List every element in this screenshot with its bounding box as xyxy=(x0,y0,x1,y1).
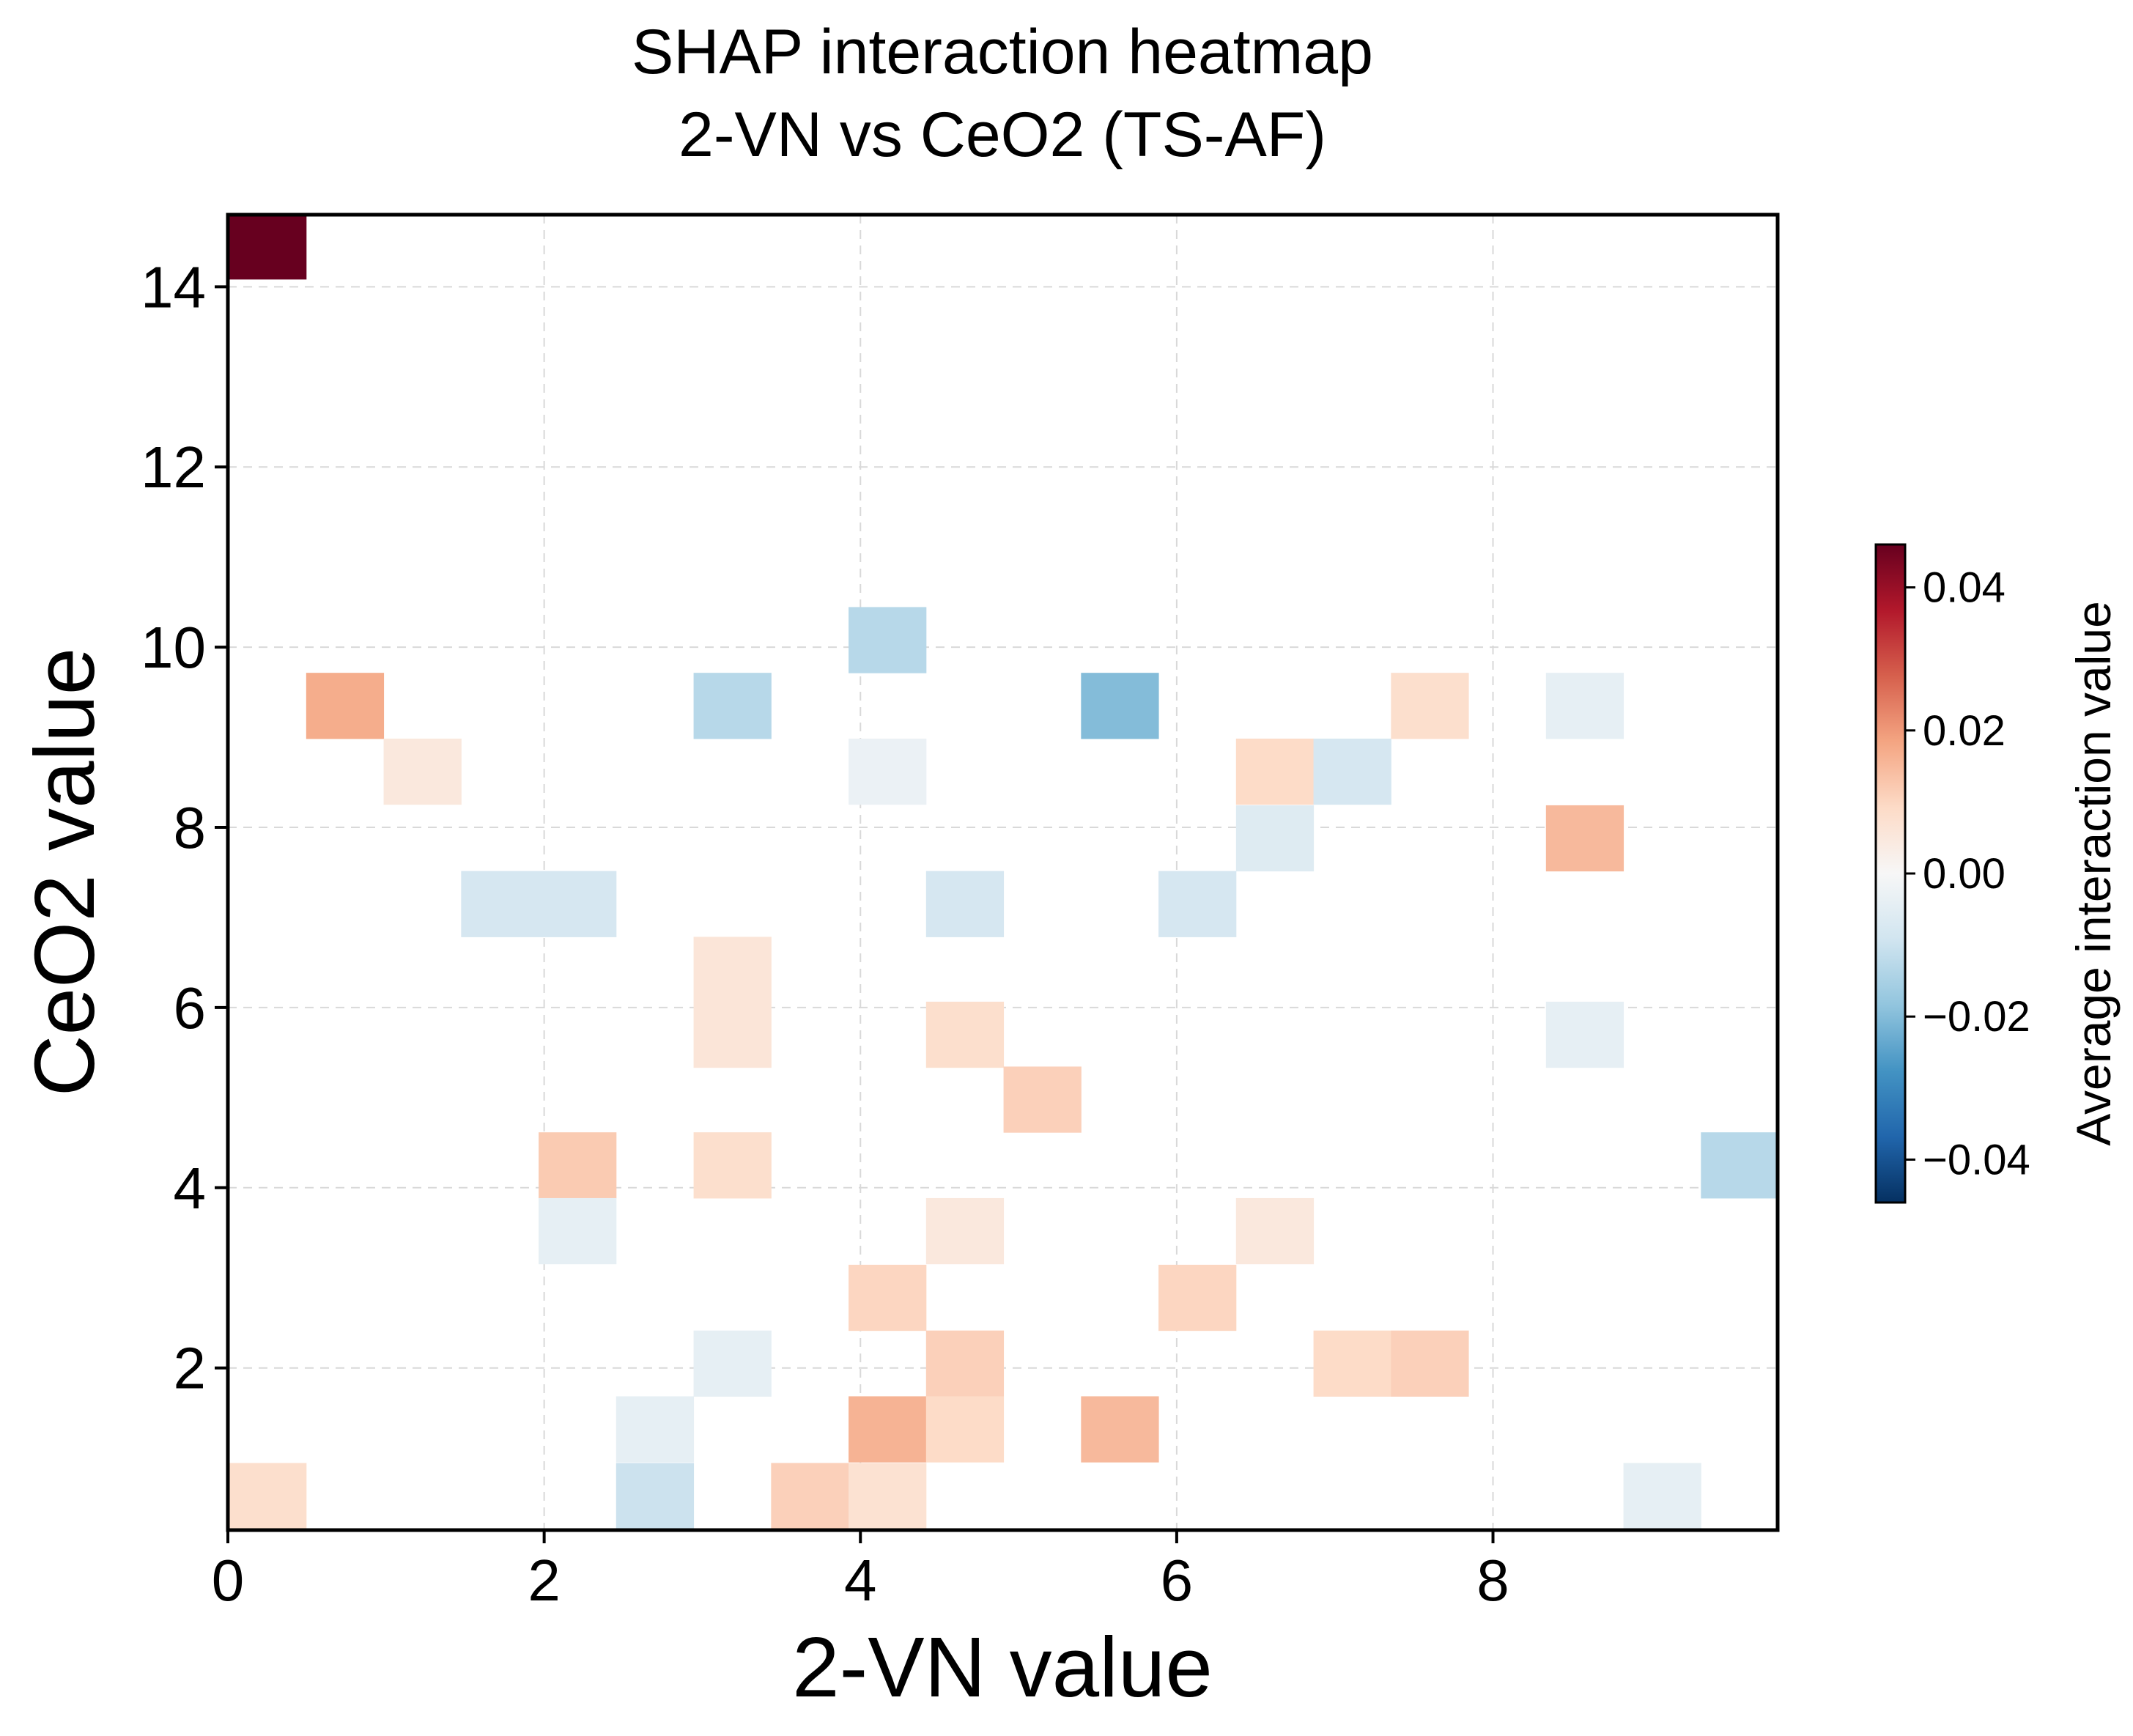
y-tick-label-1: 4 xyxy=(174,1156,207,1221)
heatmap-cell-22 xyxy=(925,1197,1005,1265)
y-axis-label: CeO2 value xyxy=(17,648,112,1097)
colorbar xyxy=(1874,543,1907,1204)
heatmap-cell-28 xyxy=(1158,871,1237,937)
x-tick-label-3: 6 xyxy=(1161,1548,1194,1613)
heatmap-cell-21 xyxy=(925,1001,1005,1068)
plot-frame xyxy=(226,213,1780,1532)
y-tick-label-3: 8 xyxy=(174,795,207,860)
heatmap-cell-0 xyxy=(229,215,307,280)
heatmap-cell-30 xyxy=(1235,738,1315,805)
heatmap-cell-42 xyxy=(229,1463,307,1529)
y-tick-label-5: 12 xyxy=(141,435,206,500)
heatmap-cell-39 xyxy=(1545,1001,1624,1068)
heatmap-cell-4 xyxy=(539,871,617,937)
chart-title-line-1: SHAP interaction heatmap xyxy=(632,17,1373,87)
heatmap-cell-37 xyxy=(1545,673,1624,739)
heatmap-cell-8 xyxy=(615,1463,695,1529)
colorbar-tick-label-4: −0.04 xyxy=(1923,1136,2030,1183)
heatmap-cell-10 xyxy=(693,937,772,1003)
heatmap-cell-2 xyxy=(383,738,462,805)
colorbar-tick-label-1: 0.02 xyxy=(1923,707,2006,755)
x-tick-label-2: 4 xyxy=(844,1548,877,1613)
colorbar-tick-label-0: 0.04 xyxy=(1923,564,2006,612)
chart-title-line-2: 2-VN vs CeO2 (TS-AF) xyxy=(679,100,1326,170)
heatmap-cell-36 xyxy=(1391,1330,1469,1397)
heatmap-cell-11 xyxy=(693,1001,772,1068)
heatmap-cell-24 xyxy=(925,1396,1005,1463)
heatmap-cell-7 xyxy=(615,1396,695,1463)
heatmap-cell-27 xyxy=(1081,1396,1159,1463)
y-tick-label-0: 2 xyxy=(174,1336,207,1401)
y-axis: 2 4 6 8 10 12 14 xyxy=(141,254,228,1401)
heatmap-cell-33 xyxy=(1313,738,1391,805)
heatmap-cell-6 xyxy=(539,1197,617,1265)
heatmap-cell-16 xyxy=(849,738,927,805)
heatmap-cell-23 xyxy=(925,1330,1005,1397)
heatmap-cell-3 xyxy=(461,871,539,937)
heatmap-cell-18 xyxy=(849,1396,927,1463)
heatmap-cell-29 xyxy=(1158,1264,1237,1331)
heatmap-cell-31 xyxy=(1235,805,1315,872)
heatmap-cell-1 xyxy=(306,673,385,739)
heatmap-cell-32 xyxy=(1235,1197,1315,1265)
heatmap-cell-19 xyxy=(849,1463,927,1529)
y-tick-label-6: 14 xyxy=(141,254,206,320)
heatmap-cell-25 xyxy=(1003,1066,1082,1133)
y-tick-label-4: 10 xyxy=(141,615,206,680)
colorbar-ticks: 0.04 0.02 0.00 −0.02 −0.04 xyxy=(1905,564,2030,1183)
heatmap-cell-17 xyxy=(849,1264,927,1331)
x-tick-label-1: 2 xyxy=(528,1548,561,1613)
heatmap-cell-35 xyxy=(1391,673,1469,739)
heatmap-cell-38 xyxy=(1545,805,1624,872)
heatmap-cells xyxy=(229,215,1778,1529)
x-tick-label-0: 0 xyxy=(212,1548,245,1613)
y-tick-label-2: 6 xyxy=(174,975,207,1041)
colorbar-tick-label-2: 0.00 xyxy=(1923,850,2006,898)
x-tick-label-4: 8 xyxy=(1476,1548,1509,1613)
heatmap-cell-13 xyxy=(693,1330,772,1397)
colorbar-label: Average interaction value xyxy=(2066,601,2121,1146)
heatmap-cell-12 xyxy=(693,1132,772,1199)
heatmap-cell-5 xyxy=(539,1132,617,1199)
heatmap-cell-20 xyxy=(925,871,1005,937)
heatmap-cell-9 xyxy=(693,673,772,739)
colorbar-tick-label-3: −0.02 xyxy=(1923,993,2030,1041)
heatmap-cell-34 xyxy=(1313,1330,1391,1397)
x-axis-label: 2-VN value xyxy=(792,1619,1213,1715)
heatmap-cell-15 xyxy=(849,607,927,673)
heatmap-cell-14 xyxy=(771,1463,849,1529)
heatmap-cell-41 xyxy=(1701,1132,1778,1199)
x-axis: 0 2 4 6 8 xyxy=(212,1530,1509,1613)
heatmap-cell-40 xyxy=(1623,1463,1701,1529)
heatmap-cell-26 xyxy=(1081,673,1159,739)
